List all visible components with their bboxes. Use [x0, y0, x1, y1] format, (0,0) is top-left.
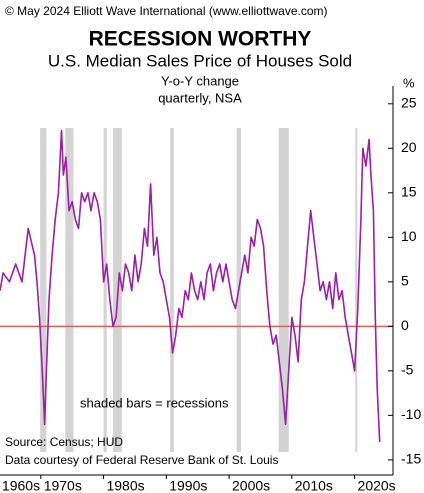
chart-subtitle: quarterly, NSA — [158, 90, 242, 105]
x-tick-label: 1980s — [106, 478, 144, 493]
y-tick-label: 15 — [401, 184, 417, 200]
x-tick-label: 1970s — [44, 478, 82, 493]
y-tick-label: 5 — [401, 273, 409, 289]
y-tick-label: 0 — [401, 317, 409, 333]
chart-subtitle: U.S. Median Sales Price of Houses Sold — [48, 51, 352, 70]
recession-bar — [103, 128, 107, 452]
copyright: © May 2024 Elliott Wave International (w… — [5, 4, 328, 18]
source: Source: Census; HUD — [5, 435, 123, 449]
y-tick-label: 20 — [401, 139, 417, 155]
y-axis-label: % — [403, 75, 415, 90]
recession-bar — [40, 128, 47, 452]
x-tick-label: 2000s — [232, 478, 270, 493]
x-tick-label: 1960s — [2, 478, 40, 493]
recession-bar — [355, 128, 358, 452]
y-tick-label: -5 — [401, 362, 414, 378]
data-line — [0, 129, 381, 443]
recession-bar — [278, 128, 289, 452]
recession-bar — [170, 128, 174, 452]
y-tick-label: -15 — [401, 451, 421, 467]
y-tick-label: 25 — [401, 95, 417, 111]
x-tick-label: 2020s — [358, 478, 396, 493]
x-tick-label: 2010s — [295, 478, 333, 493]
x-tick-label: 1990s — [169, 478, 207, 493]
credit: Data courtesy of Federal Reserve Bank of… — [5, 453, 278, 467]
y-tick-label: -10 — [401, 406, 421, 422]
chart-subtitle: Y-o-Y change — [161, 73, 239, 88]
chart-title: RECESSION WORTHY — [89, 28, 312, 51]
recession-bar — [65, 128, 74, 452]
annotation: shaded bars = recessions — [80, 395, 229, 410]
y-tick-label: 10 — [401, 228, 417, 244]
